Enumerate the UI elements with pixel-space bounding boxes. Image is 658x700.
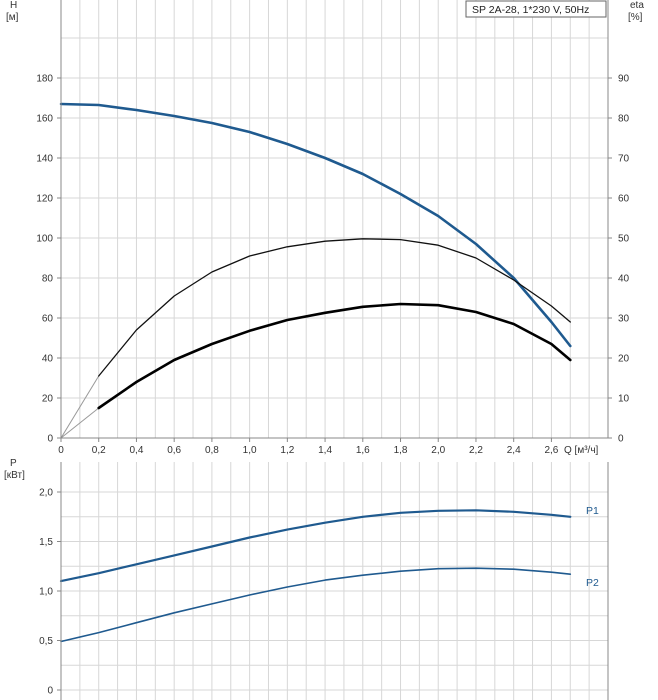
eta-tick-label: 30 <box>618 314 630 325</box>
power-tick-label: 0 <box>47 686 53 697</box>
head-tick-label: 120 <box>36 194 53 205</box>
head-tick-label: 100 <box>36 234 53 245</box>
power-ticks: 0 0,5 1,0 1,5 2,0 <box>39 488 61 697</box>
efficiency-curve-thin <box>98 238 571 377</box>
power-tick-label: 2,0 <box>39 488 53 499</box>
head-tick-label: 140 <box>36 154 53 165</box>
power-axis-unit: [кВт] <box>4 470 25 481</box>
flow-tick-label: 1,8 <box>394 445 408 456</box>
efficiency-curve-thick-extrapolation <box>60 407 100 439</box>
flow-tick-label: 1,6 <box>356 445 370 456</box>
power-plot-area <box>61 462 608 700</box>
eta-tick-label: 50 <box>618 234 630 245</box>
power-tick-label: 1,0 <box>39 587 53 598</box>
eta-tick-label: 70 <box>618 154 630 165</box>
head-curve <box>59 102 572 348</box>
eta-tick-label: 90 <box>618 74 630 85</box>
flow-tick-label: 2,4 <box>507 445 521 456</box>
flow-tick-label: 0,4 <box>129 445 143 456</box>
eta-tick-label: 20 <box>618 354 630 365</box>
flow-tick-label: 1,4 <box>318 445 332 456</box>
flow-axis-label: Q [м³/ч] <box>564 445 599 456</box>
flow-tick-label: 2,2 <box>469 445 483 456</box>
flow-tick-label: 0,2 <box>92 445 106 456</box>
head-tick-label: 180 <box>36 74 53 85</box>
p2-series-label: P2 <box>586 577 599 589</box>
head-tick-label: 20 <box>42 394 54 405</box>
chart-title: SP 2A-28, 1*230 V, 50Hz <box>472 4 589 16</box>
flow-tick-label: 0,8 <box>205 445 219 456</box>
eta-tick-label: 0 <box>618 434 624 445</box>
power-axis-label: P <box>10 458 17 469</box>
efficiency-curve-thick <box>97 302 572 410</box>
head-axis-label: H <box>10 0 17 11</box>
head-axis-unit: [м] <box>6 12 19 23</box>
power-curve-p2 <box>60 567 572 643</box>
head-tick-label: 80 <box>42 274 54 285</box>
power-tick-label: 1,5 <box>39 537 53 548</box>
flow-tick-label: 0 <box>58 445 64 456</box>
head-tick-label: 160 <box>36 114 53 125</box>
flow-tick-label: 2,0 <box>431 445 445 456</box>
eta-tick-label: 10 <box>618 394 630 405</box>
power-tick-label: 0,5 <box>39 636 53 647</box>
power-grid <box>60 462 608 700</box>
efficiency-curve-thin-extrapolation <box>60 375 100 439</box>
eta-axis-unit: [%] <box>628 12 643 23</box>
flow-tick-label: 2,6 <box>544 445 558 456</box>
head-efficiency-grid <box>60 0 608 439</box>
chart-title-box <box>465 0 607 18</box>
eta-axis-label: eta <box>630 0 644 11</box>
head-tick-label: 0 <box>47 434 53 445</box>
flow-tick-label: 0,6 <box>167 445 181 456</box>
eta-tick-label: 40 <box>618 274 630 285</box>
p1-series-label: P1 <box>586 505 599 517</box>
head-efficiency-plot-area <box>61 0 608 438</box>
eta-tick-label: 80 <box>618 114 630 125</box>
power-curve-p1 <box>59 509 572 583</box>
head-tick-label: 40 <box>42 354 54 365</box>
head-efficiency-curves <box>59 102 572 439</box>
flow-tick-label: 1,2 <box>280 445 294 456</box>
eta-tick-label: 60 <box>618 194 630 205</box>
head-tick-label: 60 <box>42 314 54 325</box>
power-curves <box>59 509 572 643</box>
flow-tick-label: 1,0 <box>243 445 257 456</box>
head-efficiency-ticks: 0 20 40 60 80 100 120 140 160 180 0 10 20 30 40 50 60 70 8… <box>36 74 629 457</box>
